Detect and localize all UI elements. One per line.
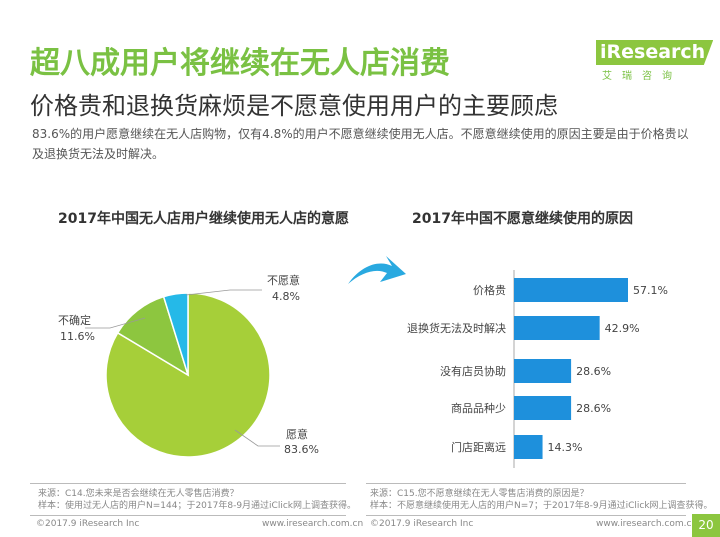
bar-category-label: 退换货无法及时解决 — [407, 321, 506, 335]
right-website-link[interactable]: www.iresearch.com.cn — [596, 519, 698, 529]
logo-wordmark: iResearch — [596, 40, 714, 65]
logo-i: i — [600, 41, 607, 63]
bar-category-label: 商品品种少 — [451, 401, 506, 415]
left-copyright: ©2017.9 iResearch Inc — [36, 519, 140, 529]
bar-value-label: 14.3% — [548, 441, 583, 454]
bar-category-label: 门店距离远 — [451, 440, 506, 454]
right-source-line1: 来源：C15.您不愿意继续在无人零售店消费的原因是？ — [370, 489, 589, 499]
right-arrow-icon — [348, 256, 406, 284]
bar — [514, 396, 572, 420]
right-source-line2: 样本：不愿意继续使用无人店的用户N=7；于2017年8-9月通过iClick网上… — [370, 501, 713, 511]
iresearch-logo: iResearch 艾瑞咨询 — [596, 40, 714, 84]
page-title: 超八成用户将继续在无人店消费 — [30, 46, 450, 81]
logo-chinese: 艾瑞咨询 — [602, 71, 682, 82]
right-footer-divider — [366, 515, 686, 516]
left-website-link[interactable]: www.iresearch.com.cn — [262, 519, 364, 529]
summary-text: 83.6%的用户愿意继续在无人店购物，仅有4.8%的用户不愿意继续使用无人店。不… — [32, 127, 689, 161]
pie-slice-unwilling — [162, 292, 189, 376]
leader-line-unwilling — [185, 289, 262, 296]
bar-value-label: 42.9% — [605, 322, 640, 335]
bar-value-label: 28.6% — [576, 365, 611, 378]
bar — [514, 278, 628, 302]
left-divider — [30, 483, 346, 484]
left-source-line1: 来源：C14.您未来是否会继续在无人零售店消费？ — [38, 489, 239, 499]
left-footer-divider — [30, 515, 346, 516]
right-divider — [366, 483, 686, 484]
logo-name: Research — [606, 41, 706, 63]
pie-label-uncertain: 不确定 — [58, 314, 91, 327]
bar-value-label: 57.1% — [633, 284, 668, 297]
page-number: 20 — [692, 514, 720, 537]
bar-category-label: 价格贵 — [473, 283, 506, 297]
pie-label-unwilling: 不愿意 — [267, 274, 300, 287]
leader-line-willing — [234, 429, 280, 447]
bar — [514, 359, 572, 383]
bar — [514, 435, 543, 459]
left-source-line2: 样本：使用过无人店的用户N=144；于2017年8-9月通过iClick网上调查… — [38, 501, 357, 511]
pie-value-unwilling: 4.8% — [272, 290, 300, 303]
pie-label-willing: 愿意 — [286, 428, 308, 441]
right-copyright: ©2017.9 iResearch Inc — [370, 519, 474, 529]
pie-value-willing: 83.6% — [284, 443, 319, 456]
pie-slice-willing — [105, 292, 271, 458]
bar-value-label: 28.6% — [576, 402, 611, 415]
pie-value-uncertain: 11.6% — [60, 330, 95, 343]
pie-chart-title: 2017年中国无人店用户继续使用无人店的意愿 — [58, 211, 349, 227]
bar-chart-title: 2017年中国不愿意继续使用的原因 — [412, 211, 633, 227]
leader-line-uncertain — [85, 317, 146, 329]
bar — [514, 316, 600, 340]
bar-category-label: 没有店员协助 — [440, 364, 506, 378]
page-subtitle: 价格贵和退换货麻烦是不愿意使用用户的主要顾虑 — [30, 92, 558, 120]
